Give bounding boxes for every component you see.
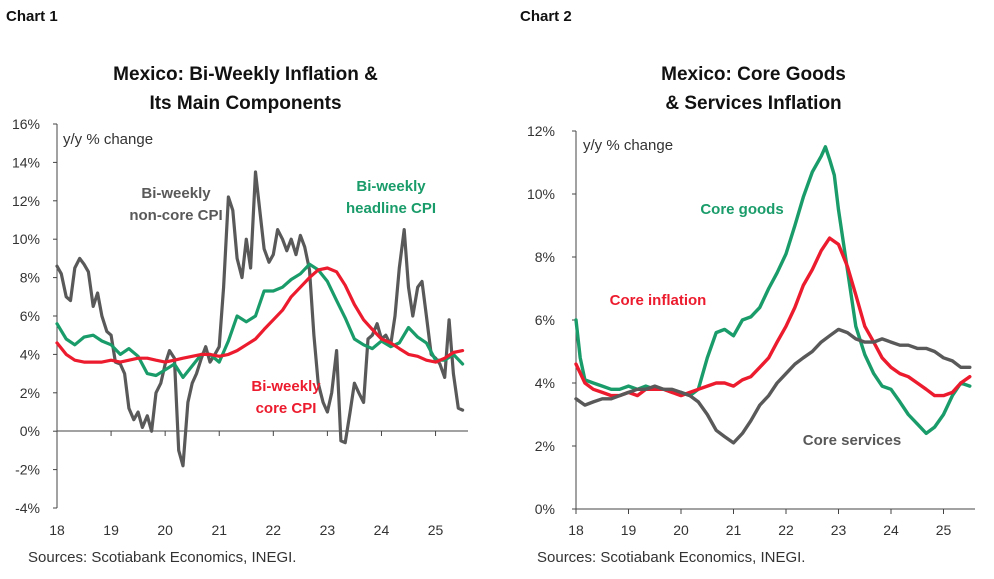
chart-1-y-tick-label: -4%: [15, 500, 40, 516]
chart-2-series-core-inflation-line: [574, 236, 972, 398]
chart-2-y-tick-label: 0%: [535, 501, 555, 517]
chart-1-series-bi-weekly-non-core-cpi-label: Bi-weekly non-core CPI: [129, 185, 222, 224]
chart-1-panel: Chart 1 Mexico: Bi-Weekly Inflation & It…: [0, 8, 494, 566]
chart-1-x-tick-label: 19: [103, 522, 119, 538]
chart-2-y-tick-label: 2%: [535, 438, 555, 454]
chart-2-series-label-line: Core inflation: [610, 292, 707, 309]
chart-2-y-tick-label: 6%: [535, 312, 555, 328]
chart-1-y-tick-label: 10%: [12, 231, 40, 247]
chart-2-panel: Chart 2 Mexico: Core Goods & Services In…: [497, 0, 994, 579]
chart-2-series-label-line: Core services: [803, 432, 901, 449]
chart-2-title: Mexico: Core Goods & Services Inflation: [505, 60, 994, 118]
chart-1-y-tick-label: 14%: [12, 154, 40, 170]
chart-1-series-label-line: non-core CPI: [129, 207, 222, 224]
chart-1-x-tick-label: 21: [211, 522, 227, 538]
chart-1-title-line-2: Its Main Components: [149, 93, 342, 114]
chart-1-label: Chart 1: [6, 8, 58, 25]
chart-1-series-label-line: headline CPI: [346, 200, 436, 217]
chart-1-y-tick-label: 4%: [20, 346, 40, 362]
chart-2-y-tick-label: 8%: [535, 249, 555, 265]
chart-1-unit-label: y/y % change: [63, 131, 153, 148]
chart-2-x-tick-label: 24: [883, 522, 899, 538]
chart-1-series-label-line: core CPI: [256, 400, 317, 417]
chart-1-y-tick-label: 16%: [12, 116, 40, 132]
chart-1-series-label-line: Bi-weekly: [356, 178, 426, 195]
chart-1-x-tick-label: 23: [320, 522, 336, 538]
chart-2-x-tick-label: 18: [568, 522, 584, 538]
chart-1-x-tick-label: 18: [49, 522, 65, 538]
chart-2-plot: 0% 2% 4% 6% 8% 10% 12% 18 19 20 21 22 23 24 25 y/y % ch…: [527, 123, 975, 538]
chart-2-title-line-2: & Services Inflation: [665, 93, 842, 114]
chart-2-source: Sources: Scotiabank Economics, INEGI.: [537, 549, 806, 566]
chart-2-series-core-inflation-label: Core inflation: [610, 292, 707, 309]
chart-1-y-tick-label: -2%: [15, 462, 40, 478]
chart-1-title-line-1: Mexico: Bi-Weekly Inflation &: [113, 64, 378, 85]
chart-1-y-tick-label: 6%: [20, 308, 40, 324]
chart-1-x-tick-label: 25: [428, 522, 444, 538]
chart-2-x-tick-label: 25: [936, 522, 952, 538]
chart-1-y-tick-label: 8%: [20, 270, 40, 286]
chart-2-series-core-goods-label: Core goods: [700, 201, 783, 218]
chart-1-x-tick-label: 24: [374, 522, 390, 538]
chart-2-x-tick-label: 21: [726, 522, 742, 538]
chart-2-x-tick-label: 20: [673, 522, 689, 538]
chart-1-series-label-line: Bi-weekly: [141, 185, 211, 202]
chart-1-plot: -4% -2% 0% 2% 4% 6% 8% 10% 12% 14% 16% 18 19 20 21 22 23…: [12, 116, 468, 538]
chart-1-x-tick-label: 20: [157, 522, 173, 538]
chart-2-series-label-line: Core goods: [700, 201, 783, 218]
chart-2-y-tick-label: 12%: [527, 123, 555, 139]
chart-1-y-tick-label: 12%: [12, 193, 40, 209]
chart-2-series-core-services-label: Core services: [803, 432, 901, 449]
chart-2-unit-label: y/y % change: [583, 137, 673, 154]
chart-1-series-label-line: Bi-weekly: [251, 378, 321, 395]
chart-1-y-tick-label: 0%: [20, 423, 40, 439]
chart-2-series-core-services-line: [574, 327, 972, 445]
chart-2-x-tick-label: 22: [778, 522, 794, 538]
chart-1-title: Mexico: Bi-Weekly Inflation & Its Main C…: [0, 60, 494, 118]
chart-1-y-tick-label: 2%: [20, 385, 40, 401]
chart-2-label: Chart 2: [520, 8, 572, 25]
chart-1-series-bi-weekly-headline-cpi-label: Bi-weekly headline CPI: [346, 178, 436, 217]
chart-1-series-bi-weekly-non-core-cpi-line: [55, 170, 465, 468]
chart-1-source: Sources: Scotiabank Economics, INEGI.: [28, 549, 297, 566]
chart-1-series-bi-weekly-core-cpi-label: Bi-weekly core CPI: [251, 378, 321, 417]
chart-1-x-tick-label: 22: [266, 522, 282, 538]
chart-2-y-tick-label: 4%: [535, 375, 555, 391]
chart-2-x-tick-label: 19: [621, 522, 637, 538]
chart-1-series-bi-weekly-core-cpi-line: [55, 266, 465, 364]
chart-2-title-line-1: Mexico: Core Goods: [661, 64, 846, 85]
chart-2-x-tick-label: 23: [831, 522, 847, 538]
chart-2-y-tick-label: 10%: [527, 186, 555, 202]
